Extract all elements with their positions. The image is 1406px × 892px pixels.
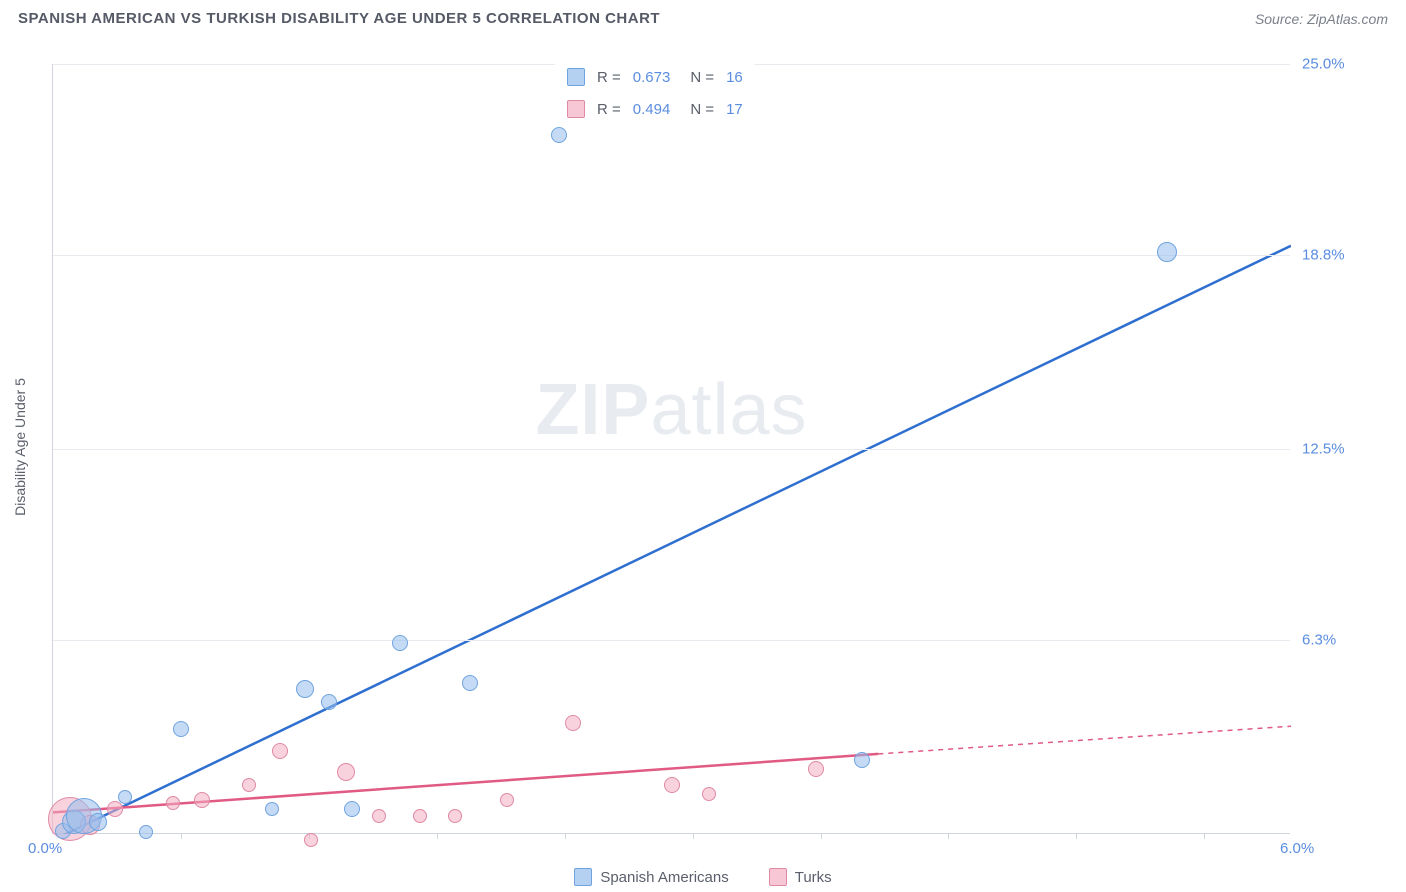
chart-title: SPANISH AMERICAN VS TURKISH DISABILITY A… — [18, 10, 660, 27]
grid-line — [53, 640, 1290, 641]
data-point-blue — [344, 801, 360, 817]
chart-container: SPANISH AMERICAN VS TURKISH DISABILITY A… — [0, 0, 1406, 892]
data-point-pink — [304, 833, 318, 847]
x-tick — [821, 833, 822, 839]
r-label: R = — [597, 69, 621, 86]
correlation-box: R = 0.673 N = 16 — [555, 62, 755, 92]
data-point-blue — [89, 813, 107, 831]
data-point-blue — [854, 752, 870, 768]
source-label: Source: — [1255, 11, 1303, 27]
data-point-pink — [272, 743, 288, 759]
r-label: R = — [597, 101, 621, 118]
x-tick — [693, 833, 694, 839]
data-point-blue — [118, 790, 132, 804]
watermark: ZIPatlas — [535, 369, 807, 451]
legend-item: Turks — [769, 868, 832, 886]
n-label: N = — [690, 101, 714, 118]
data-point-pink — [372, 809, 386, 823]
title-bar: SPANISH AMERICAN VS TURKISH DISABILITY A… — [0, 10, 1406, 27]
y-tick-label: 12.5% — [1302, 441, 1345, 458]
y-origin-label: 0.0% — [28, 840, 62, 857]
y-axis-title: Disability Age Under 5 — [12, 378, 28, 516]
data-point-pink — [448, 809, 462, 823]
data-point-blue — [1157, 242, 1177, 262]
data-point-pink — [194, 792, 210, 808]
data-point-pink — [166, 796, 180, 810]
x-tick — [1204, 833, 1205, 839]
data-point-blue — [462, 675, 478, 691]
data-point-pink — [242, 778, 256, 792]
data-point-pink — [565, 715, 581, 731]
legend-label: Turks — [795, 869, 832, 886]
data-point-pink — [664, 777, 680, 793]
n-label: N = — [690, 69, 714, 86]
grid-line — [53, 255, 1290, 256]
swatch-pink — [769, 868, 787, 886]
legend-item: Spanish Americans — [574, 868, 728, 886]
x-tick — [948, 833, 949, 839]
swatch-blue — [567, 68, 585, 86]
r-value: 0.673 — [633, 69, 671, 86]
n-value: 16 — [726, 69, 743, 86]
data-point-blue — [321, 694, 337, 710]
r-value: 0.494 — [633, 101, 671, 118]
trend-line — [878, 726, 1291, 754]
x-tick — [1076, 833, 1077, 839]
swatch-blue — [574, 868, 592, 886]
correlation-box: R = 0.494 N = 17 — [555, 94, 755, 124]
data-point-pink — [107, 801, 123, 817]
y-tick-label: 18.8% — [1302, 246, 1345, 263]
data-point-blue — [392, 635, 408, 651]
y-tick-label: 25.0% — [1302, 56, 1345, 73]
x-max-label: 6.0% — [1280, 840, 1314, 857]
data-point-pink — [500, 793, 514, 807]
grid-line — [53, 449, 1290, 450]
data-point-blue — [296, 680, 314, 698]
trend-line — [53, 246, 1291, 834]
legend-bottom: Spanish Americans Turks — [0, 868, 1406, 886]
data-point-blue — [173, 721, 189, 737]
source-name: ZipAtlas.com — [1307, 11, 1388, 27]
watermark-light: atlas — [650, 370, 807, 450]
data-point-pink — [337, 763, 355, 781]
legend-label: Spanish Americans — [600, 869, 728, 886]
data-point-blue — [265, 802, 279, 816]
data-point-blue — [551, 127, 567, 143]
y-tick-label: 6.3% — [1302, 631, 1336, 648]
watermark-bold: ZIP — [535, 370, 650, 450]
swatch-pink — [567, 100, 585, 118]
data-point-pink — [808, 761, 824, 777]
data-point-pink — [702, 787, 716, 801]
data-point-blue — [139, 825, 153, 839]
n-value: 17 — [726, 101, 743, 118]
x-tick — [181, 833, 182, 839]
plot-area: ZIPatlas — [52, 64, 1290, 834]
data-point-pink — [413, 809, 427, 823]
x-tick — [437, 833, 438, 839]
x-tick — [565, 833, 566, 839]
source-attribution: Source: ZipAtlas.com — [1255, 11, 1388, 27]
